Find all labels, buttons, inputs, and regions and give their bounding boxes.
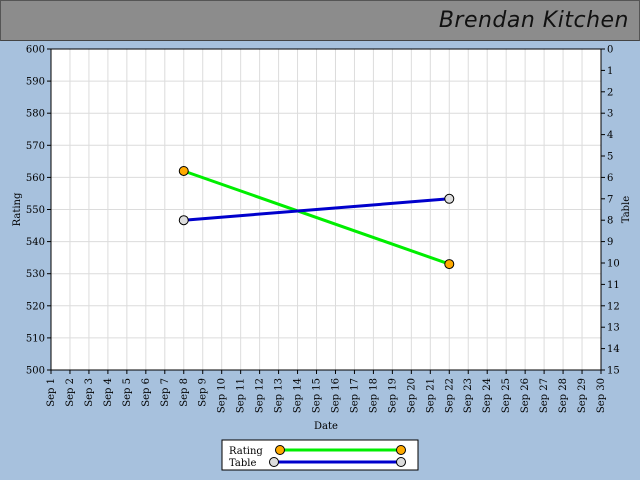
x-tick-label: Sep 3 (84, 378, 95, 407)
x-tick-label: Sep 23 (463, 378, 474, 413)
legend-box (221, 439, 419, 471)
y-tick-label: 560 (26, 173, 45, 184)
y2-tick-label: 15 (607, 366, 620, 377)
legend-marker-table (396, 457, 406, 467)
y2-tick-label: 14 (607, 344, 620, 355)
x-tick-label: Sep 27 (539, 378, 550, 413)
legend-label-rating: Rating (229, 446, 263, 457)
x-tick-label: Sep 22 (444, 378, 455, 413)
x-tick-label: Sep 18 (368, 378, 379, 413)
series (178, 165, 455, 270)
x-tick-label: Sep 14 (293, 378, 304, 413)
x-tick-label: Sep 25 (501, 378, 512, 413)
legend-marker-rating (275, 445, 285, 455)
page-title: Brendan Kitchen (438, 8, 629, 33)
x-tick-label: Sep 21 (425, 378, 436, 413)
y2-tick-label: 1 (607, 66, 613, 77)
legend-label-table: Table (229, 458, 256, 469)
rating-series-line (183, 169, 450, 266)
y-tick-label: 570 (26, 141, 45, 152)
y-tick-label: 600 (26, 45, 45, 56)
table-series-line (183, 197, 450, 222)
axes: Sep 1 Sep 2 Sep 3 Sep 4 Sep 5 Sep 6 Sep 7 Sep 8… (26, 45, 620, 414)
x-tick-label: Sep 17 (349, 378, 360, 413)
x-tick-label: Sep 13 (274, 378, 285, 413)
y-tick-label: 550 (26, 205, 45, 216)
y2-tick-label: 6 (607, 173, 613, 184)
x-axis-label: Date (314, 421, 338, 432)
x-tick-label: Sep 10 (217, 378, 228, 413)
y2-axis-label: Table (621, 196, 632, 223)
y2-tick-label: 3 (607, 109, 613, 120)
y2-tick-label: 10 (607, 259, 620, 270)
x-tick-label: Sep 19 (387, 378, 398, 413)
legend-marker-rating (396, 445, 406, 455)
legend-marker-table (269, 457, 279, 467)
y-tick-label: 510 (26, 333, 45, 344)
x-tick-label: Sep 29 (577, 378, 588, 413)
y2-tick-label: 12 (607, 301, 620, 312)
x-tick-label: Sep 2 (65, 378, 76, 407)
plot-border (50, 48, 602, 371)
x-tick-label: Sep 16 (330, 378, 341, 413)
y2-tick-label: 4 (607, 130, 613, 141)
table-point (444, 193, 455, 204)
y2-tick-label: 5 (607, 152, 613, 163)
y-tick-label: 530 (26, 269, 45, 280)
x-tick-label: Sep 15 (312, 378, 323, 413)
x-tick-label: Sep 5 (122, 378, 133, 407)
y2-tick-label: 11 (607, 280, 620, 291)
y-tick-label: 500 (26, 366, 45, 377)
header-bar: Brendan Kitchen (0, 0, 640, 41)
x-tick-label: Sep 30 (596, 378, 607, 413)
x-tick-label: Sep 9 (198, 378, 209, 407)
x-tick-label: Sep 7 (160, 378, 171, 407)
x-tick-label: Sep 12 (255, 378, 266, 413)
y-axis-label: Rating (12, 192, 23, 226)
x-tick-label: Sep 24 (482, 378, 493, 413)
y2-tick-label: 8 (607, 216, 613, 227)
x-tick-label: Sep 8 (179, 378, 190, 407)
y2-tick-label: 9 (607, 237, 613, 248)
x-tick-label: Sep 26 (520, 378, 531, 413)
y-tick-label: 520 (26, 301, 45, 312)
y2-tick-label: 2 (607, 87, 613, 98)
y-tick-label: 540 (26, 237, 45, 248)
table-point (178, 215, 189, 226)
y2-tick-label: 0 (607, 45, 613, 56)
y-tick-label: 580 (26, 109, 45, 120)
rating-point (444, 259, 455, 270)
y2-tick-label: 13 (607, 323, 620, 334)
x-tick-label: Sep 6 (141, 378, 152, 407)
x-tick-label: Sep 1 (46, 378, 57, 407)
x-tick-label: Sep 28 (558, 378, 569, 413)
y2-tick-label: 7 (607, 194, 613, 205)
x-tick-label: Sep 11 (236, 378, 247, 413)
x-tick-label: Sep 4 (103, 378, 114, 407)
x-tick-label: Sep 20 (406, 378, 417, 413)
rating-point (178, 165, 189, 176)
y-tick-label: 590 (26, 77, 45, 88)
